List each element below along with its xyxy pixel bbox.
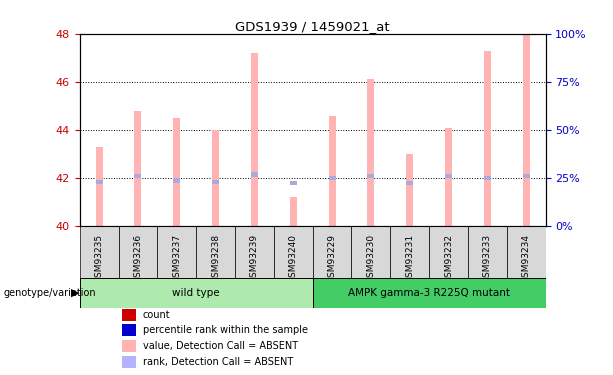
Text: GSM93238: GSM93238 xyxy=(211,234,220,283)
Bar xyxy=(484,176,491,180)
Bar xyxy=(367,174,375,178)
Text: wild type: wild type xyxy=(172,288,220,298)
Text: genotype/variation: genotype/variation xyxy=(3,288,96,297)
Text: GSM93235: GSM93235 xyxy=(94,234,104,283)
Bar xyxy=(235,226,274,278)
Bar xyxy=(80,278,313,308)
Text: GSM93236: GSM93236 xyxy=(134,234,142,283)
Text: rank, Detection Call = ABSENT: rank, Detection Call = ABSENT xyxy=(143,357,293,366)
Bar xyxy=(96,147,102,226)
Bar xyxy=(173,178,180,183)
Bar xyxy=(251,53,258,226)
Text: percentile rank within the sample: percentile rank within the sample xyxy=(143,326,308,335)
Bar xyxy=(313,278,546,308)
Text: ▶: ▶ xyxy=(70,288,79,297)
Text: GSM93234: GSM93234 xyxy=(522,234,531,283)
Text: GSM93231: GSM93231 xyxy=(405,234,414,283)
Text: AMPK gamma-3 R225Q mutant: AMPK gamma-3 R225Q mutant xyxy=(348,288,510,298)
Bar xyxy=(134,111,142,226)
Text: GSM93230: GSM93230 xyxy=(367,234,375,283)
Bar xyxy=(406,181,413,185)
Bar xyxy=(406,154,413,226)
Bar xyxy=(121,356,135,368)
Bar xyxy=(445,174,452,178)
Bar xyxy=(484,51,491,226)
Bar xyxy=(523,174,530,178)
Bar xyxy=(96,180,102,184)
Bar xyxy=(158,226,196,278)
Bar xyxy=(274,226,313,278)
Text: GSM93229: GSM93229 xyxy=(327,234,337,283)
Bar xyxy=(429,226,468,278)
Bar xyxy=(251,172,258,177)
Bar xyxy=(390,226,429,278)
Bar xyxy=(507,226,546,278)
Bar xyxy=(173,118,180,226)
Text: value, Detection Call = ABSENT: value, Detection Call = ABSENT xyxy=(143,341,298,351)
Bar xyxy=(121,309,135,321)
Bar xyxy=(212,180,219,184)
Bar xyxy=(118,226,158,278)
Bar xyxy=(134,174,142,178)
Title: GDS1939 / 1459021_at: GDS1939 / 1459021_at xyxy=(235,20,390,33)
Bar xyxy=(523,34,530,226)
Bar xyxy=(80,226,118,278)
Bar xyxy=(468,226,507,278)
Bar xyxy=(329,176,335,180)
Text: GSM93240: GSM93240 xyxy=(289,234,298,283)
Text: GSM93237: GSM93237 xyxy=(172,234,181,283)
Text: GSM93232: GSM93232 xyxy=(444,234,453,283)
Bar xyxy=(121,324,135,336)
Bar xyxy=(445,128,452,226)
Text: GSM93233: GSM93233 xyxy=(483,234,492,283)
Bar xyxy=(329,116,335,226)
Bar xyxy=(196,226,235,278)
Bar xyxy=(121,340,135,352)
Text: count: count xyxy=(143,310,170,320)
Bar xyxy=(351,226,390,278)
Bar xyxy=(290,197,297,226)
Bar xyxy=(212,130,219,226)
Bar xyxy=(290,181,297,185)
Bar xyxy=(313,226,351,278)
Bar xyxy=(367,80,375,226)
Text: GSM93239: GSM93239 xyxy=(250,234,259,283)
